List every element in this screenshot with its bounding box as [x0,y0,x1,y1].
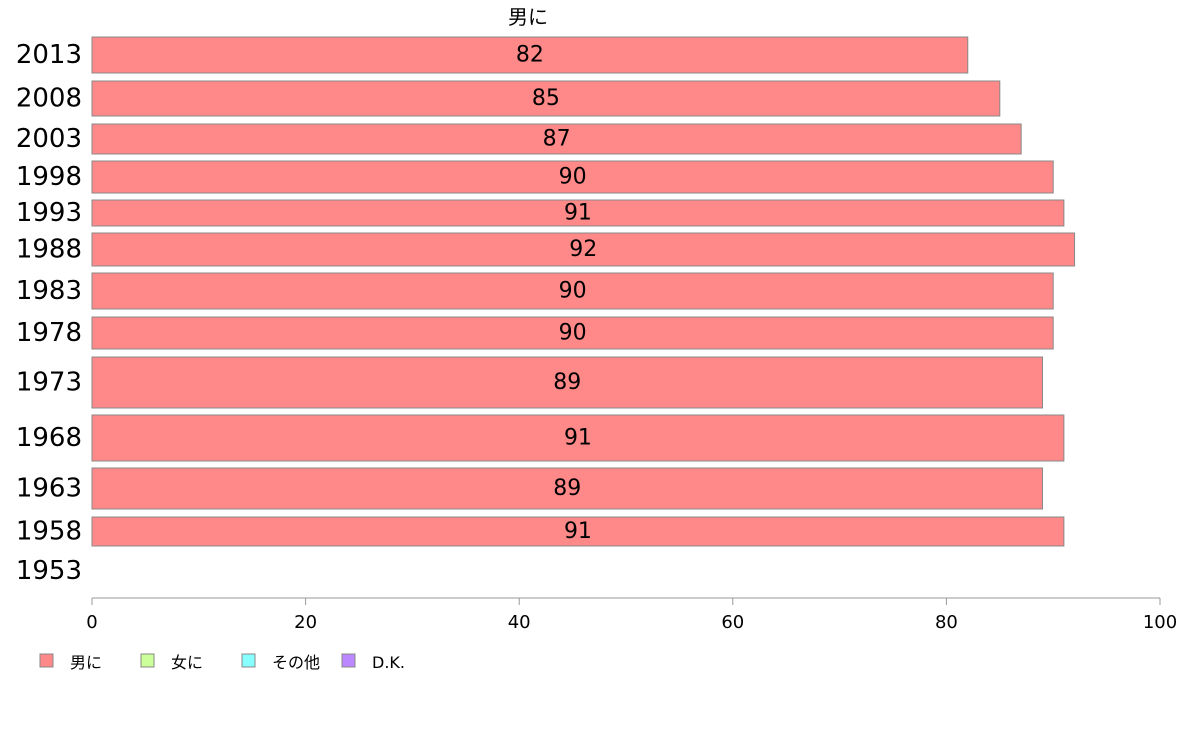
bar [91,36,969,74]
bar [91,272,1054,310]
year-label: 1988 [16,235,82,265]
legend-swatch [39,653,54,668]
bar [91,414,1065,462]
year-label: 1973 [16,368,82,398]
bar [91,516,1065,547]
year-label: 1958 [16,517,82,547]
bar [91,160,1054,194]
bars-group [91,36,1076,547]
x-tick-label: 100 [1143,612,1177,633]
year-label: 1953 [16,556,82,586]
legend-swatch [140,653,155,668]
value-labels-group: 82 85 87 90 91 92 90 90 89 91 89 91 [516,43,597,545]
data-label: 89 [553,476,581,501]
data-label: 91 [564,201,592,226]
year-label: 1998 [16,162,82,192]
data-label: 90 [559,279,587,304]
legend: 男に 女に その他 D.K. [39,653,405,672]
legend-label: 女に [171,653,203,672]
chart-title: 男に [508,5,548,29]
data-label: 89 [553,370,581,395]
bar [91,316,1054,350]
data-label: 87 [543,127,571,152]
bar [91,467,1044,510]
legend-label: その他 [272,653,320,672]
year-label: 1968 [16,423,82,453]
year-label: 1983 [16,276,82,306]
x-tick-label: 20 [294,612,317,633]
x-tick-label: 40 [508,612,531,633]
x-tick-label: 0 [86,612,97,633]
year-labels-group: 2013 2008 2003 1998 1993 1988 1983 1978 1973 1968… [16,40,82,586]
x-tick-label: 80 [935,612,958,633]
bar [91,80,1001,117]
legend-label: 男に [70,653,102,672]
bar [91,123,1022,155]
data-label: 92 [569,237,597,262]
bar [91,356,1044,409]
year-label: 1978 [16,318,82,348]
year-label: 2013 [16,40,82,70]
data-label: 91 [564,426,592,451]
x-tick-label: 60 [721,612,744,633]
bar [91,232,1076,267]
legend-swatch [341,653,356,668]
data-label: 90 [559,165,587,190]
data-label: 91 [564,519,592,544]
data-label: 90 [559,321,587,346]
year-label: 2008 [16,84,82,114]
data-label: 85 [532,86,560,111]
data-label: 82 [516,43,544,68]
year-label: 1963 [16,474,82,504]
bar [91,199,1065,227]
legend-swatch [241,653,256,668]
year-label: 2003 [16,124,82,154]
year-label: 1993 [16,198,82,228]
x-axis: 0 20 40 60 80 100 [86,597,1177,633]
legend-label: D.K. [372,653,405,672]
